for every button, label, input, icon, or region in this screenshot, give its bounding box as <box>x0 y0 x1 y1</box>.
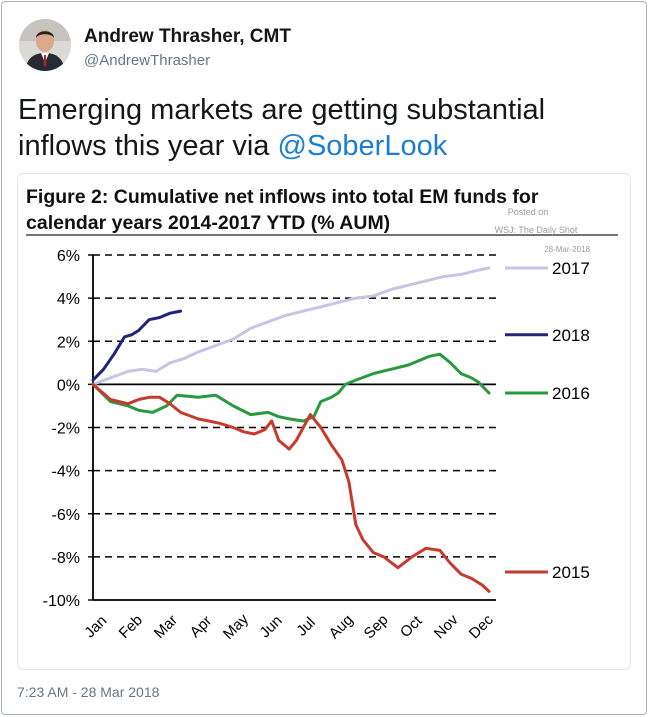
author-name[interactable]: Andrew Thrasher, CMT <box>84 26 291 47</box>
author-handle[interactable]: @AndrewThrasher <box>84 52 211 69</box>
avatar-image <box>19 19 71 71</box>
y-tick-label: 0% <box>57 377 80 394</box>
y-tick-label: -8% <box>52 550 80 567</box>
y-tick-label: -4% <box>52 464 80 481</box>
x-tick-label: Jul <box>293 614 319 640</box>
x-tick-label: Nov <box>431 611 462 642</box>
emerging-markets-inflows-chart: Figure 2: Cumulative net inflows into to… <box>26 186 618 643</box>
legend-label-2017: 2017 <box>552 259 590 278</box>
series-line-2016 <box>91 352 491 423</box>
y-tick-label: -2% <box>52 421 80 438</box>
series-line-2017 <box>91 266 491 386</box>
chart-title-line-2: calendar years 2014-2017 YTD (% AUM) <box>26 212 390 234</box>
y-tick-label: 4% <box>57 291 80 308</box>
chart-image[interactable]: Figure 2: Cumulative net inflows into to… <box>17 173 631 670</box>
tweet-timestamp[interactable]: 7:23 AM - 28 Mar 2018 <box>17 684 160 700</box>
legend-label-2018: 2018 <box>552 326 590 345</box>
chart-title-line-1: Figure 2: Cumulative net inflows into to… <box>26 186 539 208</box>
x-tick-label: Apr <box>187 613 216 642</box>
y-tick-label: 6% <box>57 248 80 265</box>
x-tick-label: Jun <box>256 612 285 641</box>
y-tick-label: -6% <box>52 507 80 524</box>
watermark-line-1: Posted on <box>508 207 549 217</box>
watermark-line-2: WSJ: The Daily Shot <box>495 225 578 235</box>
x-tick-label: May <box>220 610 252 642</box>
series-line-2018 <box>91 309 183 382</box>
legend-label-2015: 2015 <box>552 563 590 582</box>
legend-label-2016: 2016 <box>552 384 590 403</box>
tweet-text: Emerging markets are getting substantial… <box>18 92 618 164</box>
y-tick-label: -10% <box>43 593 80 610</box>
x-tick-label: Jan <box>81 612 110 641</box>
x-tick-label: Mar <box>151 612 181 642</box>
mention-link[interactable]: @SoberLook <box>277 130 448 162</box>
series-line-2015 <box>91 382 491 593</box>
y-tick-label: 2% <box>57 334 80 351</box>
watermark-line-3: 28-Mar-2018 <box>544 245 590 254</box>
tweet-text-body: Emerging markets are getting substantial… <box>18 94 546 162</box>
avatar[interactable] <box>19 19 71 71</box>
x-tick-label: Aug <box>326 611 357 642</box>
x-tick-label: Feb <box>116 612 146 642</box>
x-tick-label: Oct <box>397 612 426 641</box>
x-tick-label: Dec <box>466 611 497 642</box>
x-tick-label: Sep <box>361 611 392 642</box>
